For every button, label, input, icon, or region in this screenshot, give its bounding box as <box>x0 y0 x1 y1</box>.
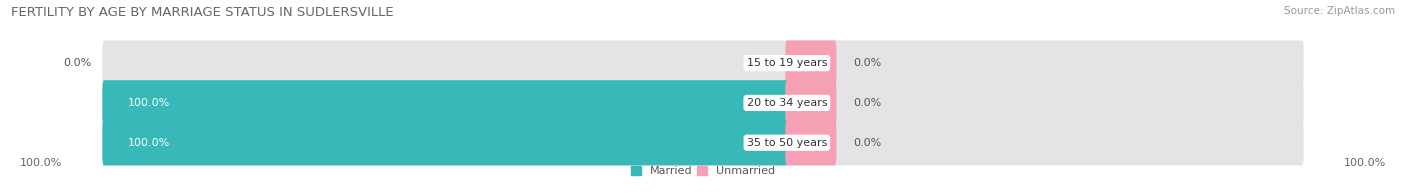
FancyBboxPatch shape <box>103 120 1303 165</box>
FancyBboxPatch shape <box>103 80 789 126</box>
Text: 0.0%: 0.0% <box>853 98 882 108</box>
FancyBboxPatch shape <box>104 89 1302 117</box>
Text: 0.0%: 0.0% <box>853 138 882 148</box>
Text: 100.0%: 100.0% <box>20 158 62 168</box>
Text: 0.0%: 0.0% <box>63 58 91 68</box>
Text: 35 to 50 years: 35 to 50 years <box>747 138 827 148</box>
FancyBboxPatch shape <box>103 40 1303 86</box>
Text: 20 to 34 years: 20 to 34 years <box>747 98 827 108</box>
Text: FERTILITY BY AGE BY MARRIAGE STATUS IN SUDLERSVILLE: FERTILITY BY AGE BY MARRIAGE STATUS IN S… <box>11 6 394 19</box>
Text: 0.0%: 0.0% <box>853 58 882 68</box>
FancyBboxPatch shape <box>103 120 789 165</box>
Legend: Married, Unmarried: Married, Unmarried <box>627 162 779 181</box>
Text: Source: ZipAtlas.com: Source: ZipAtlas.com <box>1284 6 1395 16</box>
FancyBboxPatch shape <box>786 120 837 165</box>
FancyBboxPatch shape <box>786 80 837 126</box>
Text: 100.0%: 100.0% <box>1344 158 1386 168</box>
Text: 100.0%: 100.0% <box>128 98 170 108</box>
Text: 100.0%: 100.0% <box>128 138 170 148</box>
FancyBboxPatch shape <box>104 128 1302 157</box>
FancyBboxPatch shape <box>786 40 837 86</box>
Text: 15 to 19 years: 15 to 19 years <box>747 58 827 68</box>
FancyBboxPatch shape <box>104 49 1302 77</box>
FancyBboxPatch shape <box>103 80 1303 126</box>
